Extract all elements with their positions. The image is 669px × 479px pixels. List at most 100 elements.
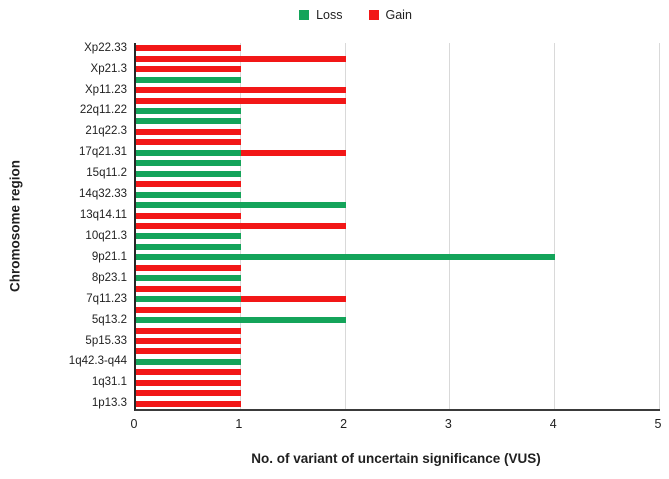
y-tick-label: 5p15.33 <box>85 334 127 347</box>
bar-segment-loss <box>136 202 346 209</box>
y-tick-label: 21q22.3 <box>85 125 127 138</box>
y-tick-label: 1p13.3 <box>91 397 127 410</box>
bar-segment-gain <box>136 264 241 271</box>
bar-row <box>136 107 241 114</box>
bar-row <box>136 223 346 229</box>
bar-segment-loss <box>136 191 241 198</box>
loss-swatch-icon <box>299 10 310 20</box>
bar-row <box>136 306 241 313</box>
bar-row <box>136 348 241 355</box>
bar-segment-gain <box>136 327 241 334</box>
bar-row <box>136 212 241 219</box>
bar-row <box>136 202 346 209</box>
bar-row <box>136 317 346 324</box>
bar-row <box>136 369 241 376</box>
bar-segment-gain <box>136 285 241 292</box>
bar-row <box>136 296 346 303</box>
bar-segment-loss <box>136 160 241 167</box>
bar-segment-gain <box>136 139 241 146</box>
bar-segment-gain <box>240 296 346 303</box>
bar-segment-gain <box>136 128 241 135</box>
bar-segment-gain <box>136 379 241 386</box>
bar-row <box>136 97 346 104</box>
legend-label-gain: Gain <box>385 8 412 22</box>
bar-row <box>136 139 241 146</box>
y-tick-label: 9p21.1 <box>91 250 127 263</box>
y-tick-label: 22q11.22 <box>79 104 127 117</box>
chart-legend: Loss Gain <box>21 6 669 24</box>
gridline-x-3 <box>449 43 451 409</box>
bar-segment-loss <box>136 233 241 240</box>
bar-row <box>136 45 241 52</box>
bar-segment-loss <box>136 317 346 324</box>
x-axis-title: No. of variant of uncertain significance… <box>251 451 541 466</box>
y-tick-label: 5q13.2 <box>91 313 127 326</box>
bar-row <box>136 379 241 386</box>
bar-segment-loss <box>136 107 241 114</box>
bar-row <box>136 160 241 167</box>
bar-segment-loss <box>136 254 556 261</box>
bar-row <box>136 233 241 240</box>
bar-segment-loss <box>136 275 241 282</box>
x-tick-label: 0 <box>130 417 138 431</box>
gridline-x-5 <box>659 43 660 409</box>
gain-swatch-icon <box>368 10 379 20</box>
y-tick-label: Xp22.33 <box>84 41 127 54</box>
bar-row <box>136 87 346 94</box>
y-tick-label: 7q11.23 <box>86 292 127 305</box>
y-tick-label: 8p23.1 <box>91 271 127 284</box>
gridline-x-4 <box>554 43 556 409</box>
bar-segment-loss <box>136 296 241 303</box>
bar-row <box>136 149 346 156</box>
bar-segment-gain <box>136 338 241 345</box>
bar-row <box>136 264 241 271</box>
bar-row <box>136 191 241 198</box>
legend-item-loss: Loss <box>299 8 343 22</box>
plot-area <box>134 43 660 411</box>
bar-segment-gain <box>136 400 241 407</box>
bar-segment-gain <box>136 45 241 52</box>
x-tick-label: 5 <box>654 417 662 431</box>
bar-row <box>136 118 241 125</box>
y-tick-label: 15q11.2 <box>86 167 127 180</box>
bar-segment-loss <box>136 243 241 250</box>
bar-row <box>136 400 241 407</box>
y-tick-label: 10q21.3 <box>85 229 127 242</box>
bar-row <box>136 285 241 292</box>
x-tick-label: 1 <box>235 417 243 431</box>
y-tick-label: Xp21.3 <box>90 62 127 75</box>
bar-segment-gain <box>136 369 241 376</box>
bar-segment-gain <box>136 212 241 219</box>
bar-row <box>136 55 346 62</box>
bar-segment-gain <box>240 149 346 156</box>
bar-row <box>136 170 241 177</box>
bar-segment-gain <box>136 223 346 229</box>
y-tick-label: 1q31.1 <box>91 376 127 389</box>
bar-row <box>136 358 241 365</box>
bar-segment-gain <box>136 348 241 355</box>
bar-row <box>136 181 241 188</box>
y-tick-label: 17q21.31 <box>79 146 127 159</box>
y-tick-label: 1q42.3-q44 <box>68 355 127 368</box>
x-tick-label: 2 <box>340 417 348 431</box>
bar-segment-gain <box>136 87 346 94</box>
bar-row <box>136 66 241 73</box>
x-tick-label: 3 <box>444 417 452 431</box>
bar-segment-loss <box>136 358 241 365</box>
bar-segment-gain <box>136 97 346 104</box>
legend-label-loss: Loss <box>316 8 343 22</box>
y-tick-label: Xp11.23 <box>85 83 127 96</box>
bar-row <box>136 76 241 83</box>
bar-segment-gain <box>136 390 241 397</box>
bar-segment-loss <box>136 149 241 156</box>
bar-segment-loss <box>136 118 241 125</box>
y-tick-label: 13q14.11 <box>79 209 127 222</box>
bar-row <box>136 338 241 345</box>
bar-row <box>136 128 241 135</box>
bar-row <box>136 390 241 397</box>
bar-segment-gain <box>136 306 241 313</box>
bar-segment-loss <box>136 76 241 83</box>
x-tick-label: 4 <box>549 417 557 431</box>
bar-row <box>136 275 241 282</box>
y-tick-label: 14q32.33 <box>79 188 127 201</box>
